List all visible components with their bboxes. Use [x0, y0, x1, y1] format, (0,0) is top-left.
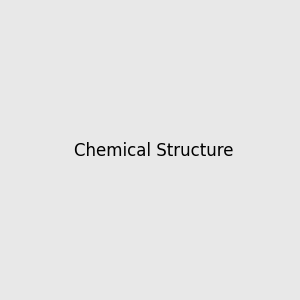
Text: Chemical Structure: Chemical Structure	[74, 142, 233, 160]
